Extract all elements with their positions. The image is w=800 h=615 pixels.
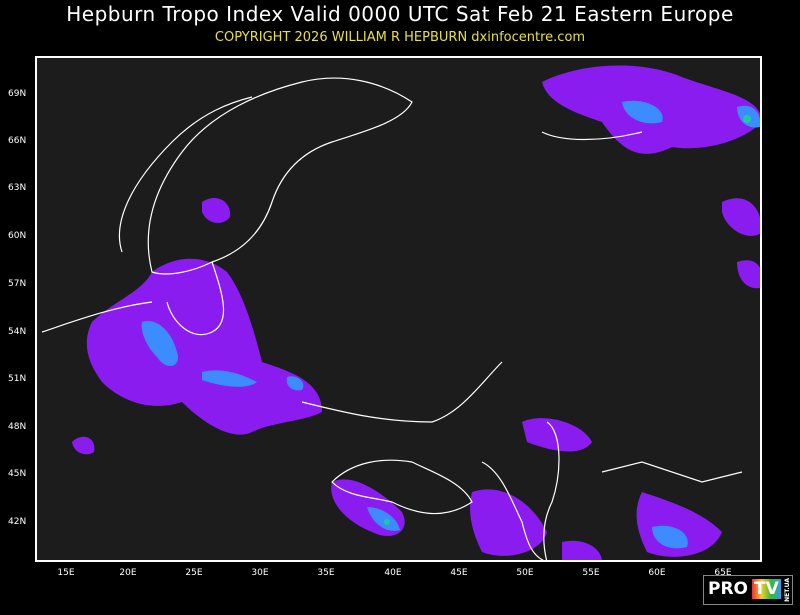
copyright-line: COPYRIGHT 2026 WILLIAM R HEPBURN dxinfoc… [214,30,586,45]
tropo-index-low [72,65,760,560]
lon-label: 40E [384,568,402,578]
lon-label: 30E [251,568,269,578]
tropo-index-mid [141,100,760,549]
lat-label: 42N [8,517,27,527]
lon-label: 55E [582,568,600,578]
map-title: Hepburn Tropo Index Valid 0000 UTC Sat F… [66,2,734,26]
lon-label: 60E [648,568,666,578]
logo-net-text: NET.UA [784,578,791,602]
tropo-map [35,56,762,562]
lon-label: 35E [317,568,335,578]
logo-tv-icon: TV [752,579,781,599]
lat-label: 63N [8,183,27,193]
lon-label: 25E [185,568,203,578]
logo-pro-text: PRO [708,579,749,599]
protv-logo: PRO TV NET.UA [703,575,793,605]
lat-label: 66N [8,136,27,146]
map-canvas [41,65,760,560]
lat-label: 51N [8,374,27,384]
lat-label: 60N [8,231,27,241]
lon-label: 45E [450,568,468,578]
lat-label: 48N [8,422,27,432]
coastlines [41,77,743,560]
lon-label: 15E [57,568,75,578]
tropo-index-high [384,115,751,525]
lon-label: 65E [714,568,732,578]
lon-label: 50E [516,568,534,578]
lat-label: 45N [8,469,27,479]
lat-label: 57N [8,279,27,289]
lat-label: 54N [8,327,27,337]
lon-label: 20E [119,568,137,578]
lat-label: 69N [8,89,27,99]
